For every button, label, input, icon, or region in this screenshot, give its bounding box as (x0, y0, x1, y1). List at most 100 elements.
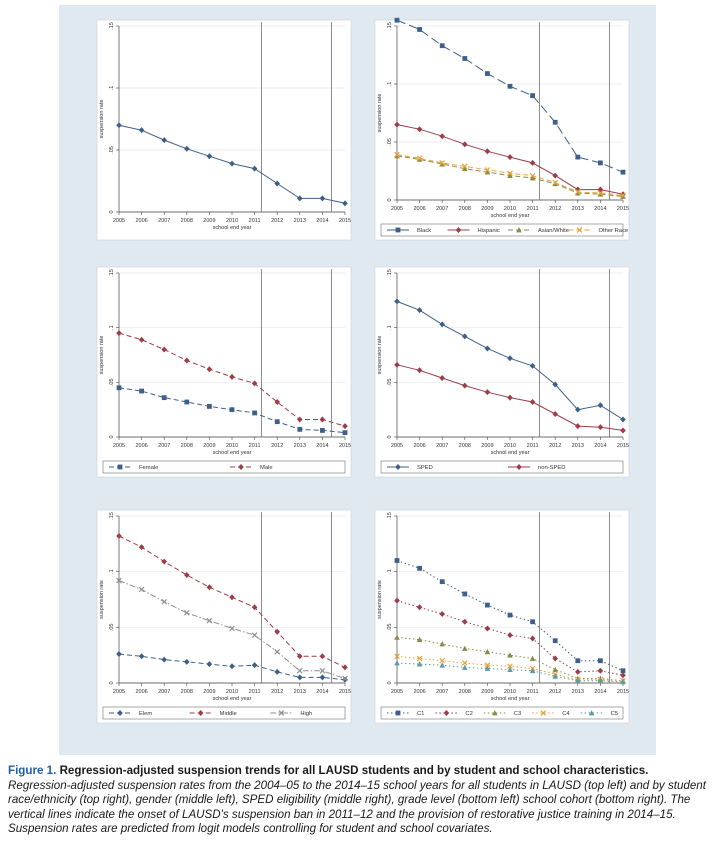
data-point (552, 638, 558, 644)
data-point (439, 43, 445, 49)
data-point (462, 333, 468, 340)
x-tick-label: 2006 (135, 443, 147, 449)
x-tick-label: 2005 (113, 689, 125, 695)
y-tick-label: .05 (109, 624, 115, 632)
data-point (530, 93, 535, 98)
data-point (484, 148, 491, 155)
x-tick-label: 2012 (549, 443, 561, 449)
data-point (138, 586, 145, 593)
data-point (529, 362, 536, 369)
data-point (507, 394, 513, 401)
data-point (320, 428, 325, 433)
data-point (416, 661, 423, 667)
data-point (484, 648, 491, 655)
data-point (552, 179, 559, 186)
x-tick-label: 2014 (594, 689, 606, 695)
data-point (439, 374, 445, 381)
data-point (319, 416, 326, 423)
data-point (484, 389, 491, 396)
data-point (620, 416, 626, 423)
data-point (416, 307, 423, 314)
y-tick-label: 0 (109, 210, 115, 213)
x-tick-label: 2012 (271, 218, 283, 224)
data-point (229, 594, 235, 601)
chart-gender: 0 .05 .1 .15 2005 2006 2007 2008 2009 2010 2011 201… (96, 266, 352, 478)
data-point (416, 655, 423, 662)
x-tick-label: 2006 (135, 689, 147, 695)
data-point (575, 406, 581, 413)
data-point (417, 565, 422, 571)
data-point (161, 395, 167, 401)
data-point (416, 636, 423, 642)
data-point (416, 126, 423, 133)
y-tick-label: .15 (109, 22, 115, 30)
series-line-c1 (396, 560, 624, 672)
data-point (507, 652, 513, 658)
x-tick-label: 2015 (339, 689, 351, 695)
legend-label: C4 (562, 711, 570, 717)
y-axis-label: suspension rate (377, 580, 383, 619)
legend-marker (197, 710, 204, 716)
legend-label: High (300, 711, 312, 717)
x-tick-label: 2011 (527, 443, 539, 449)
x-tick-label: 2014 (316, 218, 328, 224)
data-point (183, 610, 190, 616)
data-point (575, 658, 581, 664)
data-point (462, 382, 468, 389)
x-tick-label: 2011 (249, 689, 261, 695)
y-tick-label: .05 (109, 146, 115, 154)
legend-label: SPED (417, 465, 433, 471)
data-point (575, 423, 581, 430)
data-point (462, 591, 468, 597)
x-tick-label: 2007 (436, 206, 448, 212)
chart-frame (96, 19, 352, 241)
legend-label: Elem (139, 711, 152, 717)
y-tick-label: .15 (109, 269, 115, 277)
data-point (461, 660, 468, 666)
y-tick-label: .05 (387, 379, 393, 387)
x-tick-label: 2011 (527, 206, 539, 212)
data-point (394, 653, 400, 660)
chart-grade: 0 .05 .1 .15 2005 2006 2007 2008 2009 2010 2011 201… (96, 509, 352, 724)
data-point (116, 122, 122, 129)
x-tick-label: 2007 (436, 689, 448, 695)
data-point (206, 584, 213, 591)
data-point (252, 410, 257, 416)
data-point (229, 373, 235, 380)
x-tick-label: 2008 (459, 206, 471, 212)
legend-label: C3 (514, 711, 521, 717)
x-tick-label: 2006 (413, 689, 425, 695)
data-point (138, 127, 145, 134)
data-point (507, 170, 513, 177)
x-axis-label: school end year (491, 213, 530, 219)
legend-label: Black (417, 228, 431, 234)
data-point (138, 544, 145, 551)
x-tick-label: 2012 (271, 443, 283, 449)
data-point (439, 610, 445, 617)
x-tick-label: 2005 (113, 218, 125, 224)
x-tick-label: 2007 (436, 443, 448, 449)
data-point (116, 385, 122, 391)
data-point (116, 651, 122, 658)
x-tick-label: 2011 (527, 689, 539, 695)
data-point (529, 172, 536, 179)
chart-frame (374, 19, 630, 241)
data-point (575, 668, 581, 675)
legend-marker (576, 227, 583, 233)
data-point (439, 321, 445, 328)
data-point (484, 167, 491, 173)
x-tick-label: 2009 (481, 206, 493, 212)
data-point (552, 666, 558, 673)
x-tick-label: 2013 (294, 443, 306, 449)
data-point (529, 635, 536, 642)
data-point (274, 399, 280, 406)
data-point (462, 141, 468, 148)
data-point (417, 27, 422, 32)
data-point (297, 416, 303, 423)
caption-title: Regression-adjusted suspension trends fo… (59, 764, 649, 777)
data-point (507, 666, 513, 673)
legend-label: C2 (465, 711, 472, 717)
chart-sped: 0 .05 .1 .15 2005 2006 2007 2008 2009 2010 2011 201… (374, 266, 630, 478)
data-point (251, 632, 258, 638)
data-point (229, 663, 235, 670)
